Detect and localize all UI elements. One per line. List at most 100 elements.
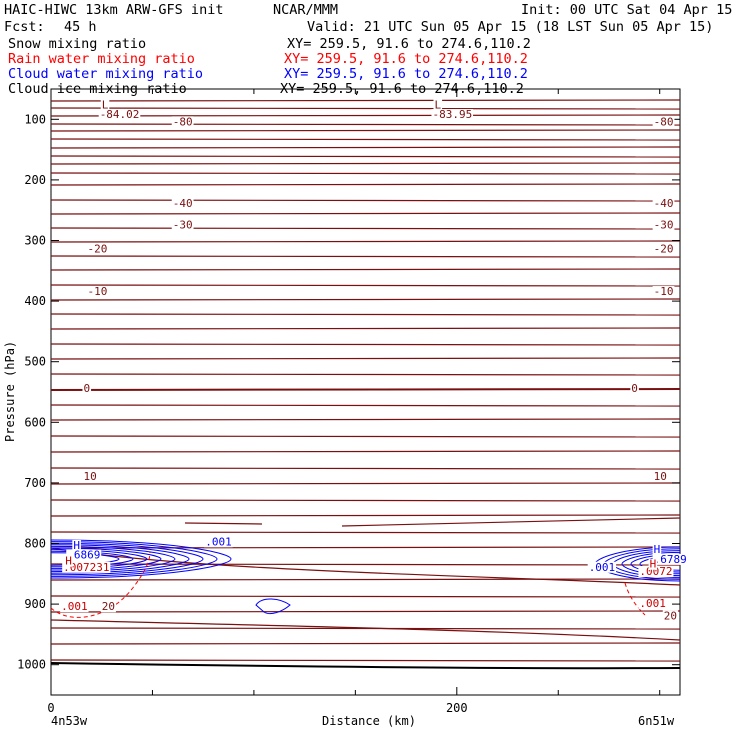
cloud-water-label: .6789 xyxy=(654,553,687,566)
temperature-label-bg xyxy=(86,286,109,298)
y-axis-label: Pressure (hPa) xyxy=(3,341,17,442)
isotherm-line xyxy=(50,627,681,630)
rain-label-bg xyxy=(648,558,658,570)
isotherm-line xyxy=(50,240,681,243)
low-mark-bg xyxy=(433,99,443,111)
isotherm-line xyxy=(50,514,681,517)
isotherm-line xyxy=(50,563,681,566)
temperature-label-bg xyxy=(652,470,668,482)
rain-contour xyxy=(50,551,151,618)
isotherm-line xyxy=(50,610,681,613)
field-cloudwater-xy: XY= 259.5, 91.6 to 274.6,110.2 xyxy=(284,66,528,82)
isotherm-line xyxy=(50,138,681,141)
endpoint-right-label: 6n51w xyxy=(638,714,675,728)
temperature-label: -10 xyxy=(654,285,674,298)
isotherm-line xyxy=(50,199,681,202)
isotherm-line xyxy=(50,418,681,421)
rain-label: .001 xyxy=(639,597,666,610)
fcst-value: 45 h xyxy=(64,19,97,35)
high-mark-bg xyxy=(72,539,81,551)
rain-label-bg xyxy=(638,598,667,610)
isotherm-line xyxy=(50,155,681,158)
field-rain-name: Rain water mixing ratio xyxy=(8,51,195,67)
isotherm-line xyxy=(50,172,681,175)
isotherm-line xyxy=(50,343,681,346)
rain-label: .007231 xyxy=(63,561,109,574)
y-tick-label: 900 xyxy=(24,597,46,611)
low-mark-bg xyxy=(100,99,110,111)
temperature-label: -80 xyxy=(173,115,193,128)
temperature-label: -30 xyxy=(654,218,674,231)
low-mark: L xyxy=(102,98,109,111)
surface-line xyxy=(50,662,681,670)
isotherm-line xyxy=(50,482,681,485)
isotherm-line xyxy=(50,183,681,186)
temperature-label-bg xyxy=(171,219,194,231)
isotherm-line xyxy=(50,373,681,376)
init-label: Init: 00 UTC Sat 04 Apr 15 xyxy=(521,2,732,18)
y-tick-label: 1000 xyxy=(17,658,46,672)
temperature-label: 20 xyxy=(664,609,677,622)
isotherm-fragment xyxy=(341,517,681,527)
isotherm-line xyxy=(50,212,681,215)
temperature-label: 10 xyxy=(83,470,96,483)
temperature-label: -40 xyxy=(654,197,674,210)
low-value-bg xyxy=(98,109,141,121)
org-label: NCAR/MMM xyxy=(273,2,338,18)
rain-label: H xyxy=(65,555,72,568)
y-tick-label: 200 xyxy=(24,173,46,187)
low-mark: L xyxy=(434,98,441,111)
temperature-label: -20 xyxy=(88,243,108,256)
cloud-water-label-bg xyxy=(587,561,617,573)
cloud-water-contour xyxy=(255,598,291,615)
title-left: HAIC-HIWC 13km ARW-GFS init xyxy=(4,2,223,18)
cloud-water-label: .6869 xyxy=(67,549,100,562)
y-tick-label: 700 xyxy=(24,476,46,490)
isotherm-fragment xyxy=(184,522,263,525)
isotherm-lines xyxy=(50,99,681,670)
cloud-water-contour xyxy=(50,539,232,579)
temperature-label: -10 xyxy=(88,285,108,298)
temperature-label: 20 xyxy=(102,600,115,613)
field-snow-name: Snow mixing ratio xyxy=(8,36,146,52)
temperature-label-bg xyxy=(171,116,194,128)
isotherm-line xyxy=(50,129,681,132)
temperature-label-bg xyxy=(662,610,678,622)
isotherm-line xyxy=(50,298,681,301)
isotherm-line xyxy=(50,499,681,502)
isotherm-line xyxy=(50,284,681,287)
low-value: -84.02 xyxy=(100,108,140,121)
temperature-label: -80 xyxy=(654,115,674,128)
isotherm-line xyxy=(50,268,681,271)
isotherm-line xyxy=(50,146,681,149)
low-value-bg xyxy=(431,109,474,121)
isotherm-line xyxy=(50,595,681,598)
rain-label: .0072 xyxy=(639,565,672,578)
y-tick-label: 600 xyxy=(24,415,46,429)
cloud-water-label: .001 xyxy=(205,535,232,548)
isotherm-line xyxy=(50,531,681,534)
y-tick-label: 400 xyxy=(24,294,46,308)
temperature-label-bg xyxy=(652,286,675,298)
isotherm-line xyxy=(50,255,681,258)
cloud-water-contour xyxy=(50,542,204,576)
temperature-label-bg xyxy=(82,470,98,482)
temperature-label-bg xyxy=(171,198,194,210)
temperature-label: 0 xyxy=(631,382,638,395)
isotherm-line xyxy=(50,107,681,110)
isotherm-line xyxy=(50,578,681,581)
isotherm-line xyxy=(50,404,681,407)
temperature-label: -30 xyxy=(173,218,193,231)
isotherm-line xyxy=(50,547,681,586)
temperature-label-bg xyxy=(630,383,639,394)
high-mark-bg xyxy=(652,544,662,556)
isotherm-line xyxy=(50,467,681,470)
isotherm-line xyxy=(50,450,681,453)
rain-label-bg xyxy=(64,555,73,567)
field-cloudwater-name: Cloud water mixing ratio xyxy=(8,66,203,82)
cloud-water-contour xyxy=(50,544,190,574)
x-tick-label: 200 xyxy=(446,701,468,715)
y-tick-label: 300 xyxy=(24,234,46,248)
